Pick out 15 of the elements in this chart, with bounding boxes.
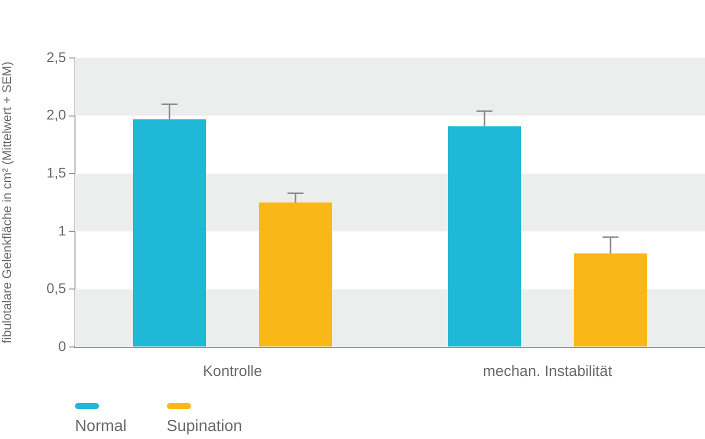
y-tick-label: 1 — [58, 222, 66, 238]
bar — [132, 119, 206, 346]
y-tick-label: 2,0 — [46, 106, 66, 123]
y-tick-label: 1,5 — [46, 164, 66, 180]
legend-label: Normal — [75, 418, 127, 436]
y-axis-title: fibulotalare Gelenkfläche in cm² (Mittelwert + SEM) — [0, 62, 14, 344]
y-tick-label: 2,5 — [46, 48, 66, 65]
y-tick-label: 0 — [58, 338, 66, 354]
y-tick-label: 0,5 — [46, 280, 66, 296]
bar — [574, 253, 648, 346]
x-tick-label: mechan. Instabilität — [482, 363, 613, 380]
x-tick-label: Kontrolle — [202, 363, 262, 380]
legend-label: Supination — [166, 418, 242, 436]
bar — [448, 126, 522, 346]
bar — [258, 202, 332, 346]
